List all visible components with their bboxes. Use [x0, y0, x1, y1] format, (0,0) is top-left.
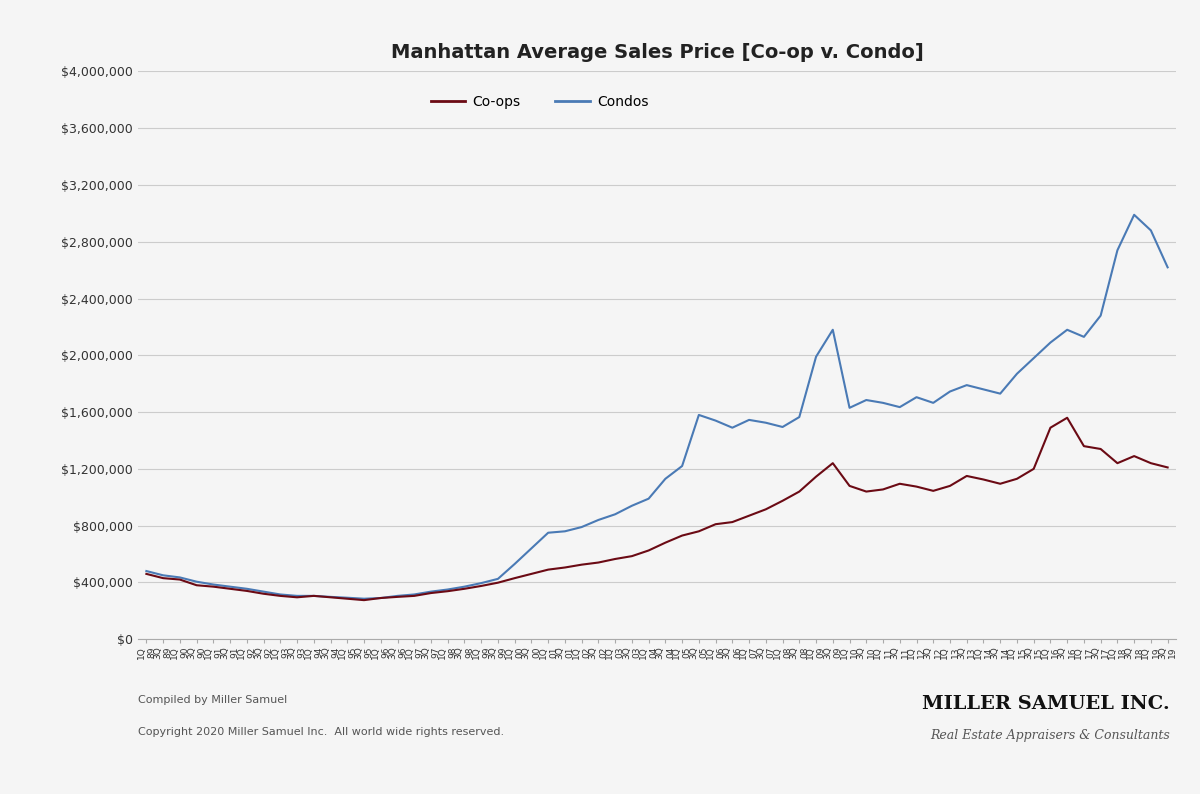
Text: MILLER SAMUEL INC.: MILLER SAMUEL INC. — [923, 695, 1170, 713]
Text: Copyright 2020 Miller Samuel Inc.  All world wide rights reserved.: Copyright 2020 Miller Samuel Inc. All wo… — [138, 727, 504, 737]
Text: Real Estate Appraisers & Consultants: Real Estate Appraisers & Consultants — [930, 729, 1170, 742]
Legend: Co-ops, Condos: Co-ops, Condos — [425, 90, 654, 115]
Title: Manhattan Average Sales Price [Co-op v. Condo]: Manhattan Average Sales Price [Co-op v. … — [391, 43, 923, 62]
Text: Compiled by Miller Samuel: Compiled by Miller Samuel — [138, 695, 287, 705]
